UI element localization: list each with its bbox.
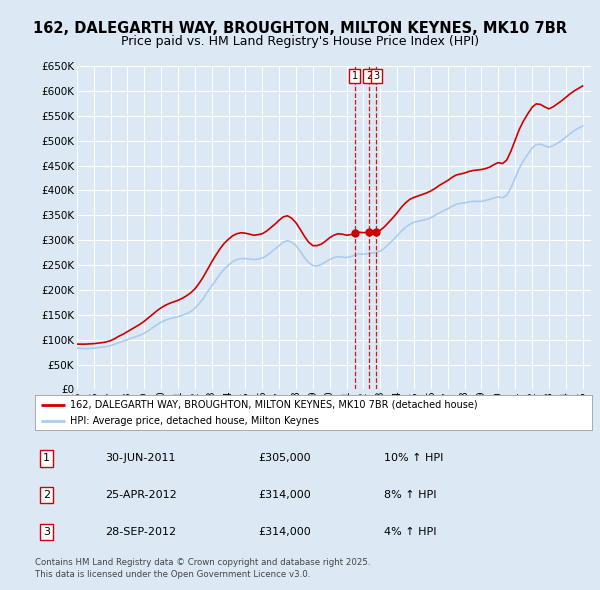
Text: 30-JUN-2011: 30-JUN-2011	[105, 454, 176, 463]
Text: 1: 1	[43, 454, 50, 463]
Text: £314,000: £314,000	[258, 490, 311, 500]
Text: 2: 2	[43, 490, 50, 500]
Text: 25-APR-2012: 25-APR-2012	[105, 490, 177, 500]
Text: 2: 2	[366, 71, 372, 81]
Text: 3: 3	[373, 71, 379, 81]
Text: 3: 3	[43, 527, 50, 537]
Text: 4% ↑ HPI: 4% ↑ HPI	[384, 527, 437, 537]
Text: Price paid vs. HM Land Registry's House Price Index (HPI): Price paid vs. HM Land Registry's House …	[121, 35, 479, 48]
Text: HPI: Average price, detached house, Milton Keynes: HPI: Average price, detached house, Milt…	[70, 416, 319, 426]
Text: 162, DALEGARTH WAY, BROUGHTON, MILTON KEYNES, MK10 7BR: 162, DALEGARTH WAY, BROUGHTON, MILTON KE…	[33, 21, 567, 36]
Text: 10% ↑ HPI: 10% ↑ HPI	[384, 454, 443, 463]
Text: £305,000: £305,000	[258, 454, 311, 463]
Text: 8% ↑ HPI: 8% ↑ HPI	[384, 490, 437, 500]
Text: 28-SEP-2012: 28-SEP-2012	[105, 527, 176, 537]
Text: £314,000: £314,000	[258, 527, 311, 537]
Text: 1: 1	[352, 71, 358, 81]
Text: Contains HM Land Registry data © Crown copyright and database right 2025.
This d: Contains HM Land Registry data © Crown c…	[35, 558, 370, 579]
Text: 162, DALEGARTH WAY, BROUGHTON, MILTON KEYNES, MK10 7BR (detached house): 162, DALEGARTH WAY, BROUGHTON, MILTON KE…	[70, 399, 478, 409]
